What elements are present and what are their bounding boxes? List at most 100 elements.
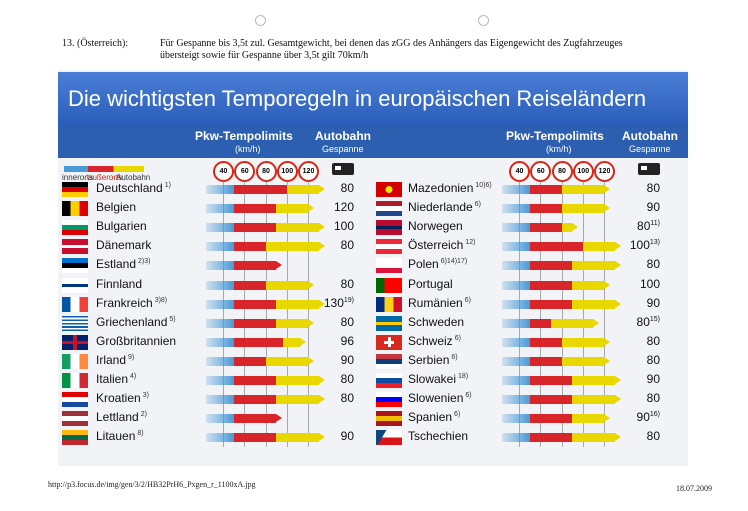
gespann-value: 80: [646, 333, 660, 348]
country-name: Deutschland 1): [96, 181, 171, 195]
bar-ausserorts: [233, 280, 266, 290]
bar-tip: [308, 204, 314, 213]
flag-icon: [376, 315, 402, 331]
bar-ausserorts: [233, 261, 277, 271]
bar-innerorts: [206, 223, 234, 233]
bar-ausserorts: [529, 376, 573, 385]
country-name: Irland 9): [96, 352, 135, 367]
bar-autobahn: [561, 337, 604, 347]
pkw-unit-left: (km/h): [235, 144, 261, 154]
bar-ausserorts: [529, 318, 551, 328]
bar-tip: [299, 337, 306, 346]
flag-icon: [62, 239, 88, 255]
flag-icon: [376, 411, 402, 427]
bar-autobahn: [561, 185, 604, 194]
bar-innerorts: [206, 204, 234, 214]
speed-tick-circle: 100: [276, 161, 298, 182]
bar-tip: [318, 376, 325, 384]
bar-innerorts: [502, 433, 530, 443]
gespann-value: 13019): [323, 295, 354, 310]
flag-icon: [62, 220, 88, 236]
bar-ausserorts: [233, 356, 266, 366]
bar-tip: [276, 261, 283, 270]
country-name: Mazedonien 10)6): [408, 181, 492, 195]
gespann-value: 80: [340, 181, 354, 195]
gespann-value: 120: [333, 200, 354, 215]
speed-tick-circle: 80: [551, 161, 573, 182]
camper-icon: [332, 163, 354, 175]
bar-autobahn: [286, 185, 319, 194]
bar-autobahn: [572, 414, 604, 424]
legend-ausserorts: außerorts: [88, 173, 123, 182]
bar-tip: [318, 299, 325, 308]
bar-innerorts: [502, 356, 530, 366]
country-name: Litauen 8): [96, 429, 144, 444]
bar-tip: [614, 299, 621, 308]
pkw-unit-right: (km/h): [546, 144, 572, 154]
gespann-value: 80: [340, 391, 354, 406]
bar-autobahn: [276, 299, 319, 309]
bar-innerorts: [206, 414, 234, 424]
bar-innerorts: [206, 299, 234, 309]
gespann-value: 80: [646, 181, 660, 195]
bar-ausserorts: [233, 395, 277, 405]
chart-panel: Die wichtigsten Temporegeln in europäisc…: [58, 70, 688, 466]
bar-innerorts: [502, 280, 530, 290]
bar-autobahn: [572, 376, 615, 385]
autobahn-title-right: Autobahn: [622, 129, 678, 143]
pkw-title-left: Pkw-Tempolimits: [195, 129, 293, 143]
bar-innerorts: [206, 337, 234, 347]
note-label: 13. (Österreich):: [62, 38, 129, 49]
country-name: Slowakei 18): [408, 372, 469, 386]
autobahn-title-left: Autobahn: [315, 129, 371, 143]
country-name: Bulgarien: [96, 219, 147, 234]
flag-icon: [376, 334, 402, 350]
flag-icon: [376, 353, 402, 369]
bar-ausserorts: [233, 433, 277, 443]
camper-icon: [638, 163, 660, 175]
gespann-value: 9016): [636, 410, 660, 425]
gespann-value: 90: [340, 352, 354, 367]
flag-icon: [376, 182, 402, 197]
gespann-value: 80: [340, 314, 354, 329]
country-name: Rumänien 6): [408, 295, 471, 310]
bar-ausserorts: [233, 318, 277, 328]
bar-autobahn: [265, 242, 319, 252]
bar-autobahn: [582, 242, 615, 252]
bar-innerorts: [206, 395, 234, 405]
gespann-value: 80: [646, 429, 660, 444]
header-right: Pkw-Tempolimits (km/h) Autobahn Gespanne: [373, 126, 688, 158]
bar-ausserorts: [529, 356, 562, 366]
bar-tip: [614, 395, 621, 404]
bar-autobahn: [276, 376, 319, 385]
country-name: Kroatien 3): [96, 391, 149, 406]
bar-innerorts: [206, 185, 234, 194]
bar-innerorts: [206, 280, 234, 290]
bar-autobahn: [265, 280, 308, 290]
speed-tick-circle: 60: [234, 161, 256, 182]
bar-ausserorts: [529, 261, 573, 271]
bar-tip: [572, 223, 579, 232]
bar-innerorts: [502, 185, 530, 194]
speed-tick-circle: 40: [509, 161, 530, 182]
bar-ausserorts: [233, 185, 287, 194]
flag-icon: [62, 392, 88, 408]
country-name: Griechenland 5): [96, 314, 176, 329]
flag-icon: [62, 258, 88, 274]
flag-icon: [376, 220, 402, 236]
country-name: Österreich 12): [408, 238, 476, 253]
gespann-value: 100: [333, 219, 354, 234]
speed-tick-circle: 80: [255, 161, 277, 182]
gespann-value: 80: [646, 391, 660, 406]
bar-autobahn: [276, 433, 319, 443]
bar-innerorts: [206, 318, 234, 328]
footer-url: http://p3.focus.de/img/gen/3/2/HB32PrH6_…: [48, 480, 256, 489]
pkw-title-right: Pkw-Tempolimits: [506, 129, 604, 143]
gespann-value: 90: [340, 429, 354, 444]
gridline: [561, 180, 563, 448]
gespann-value: 80: [340, 238, 354, 253]
bar-innerorts: [502, 242, 530, 252]
flag-icon: [62, 315, 88, 331]
speed-tick-circle: 120: [298, 161, 319, 182]
flag-icon: [62, 430, 88, 446]
